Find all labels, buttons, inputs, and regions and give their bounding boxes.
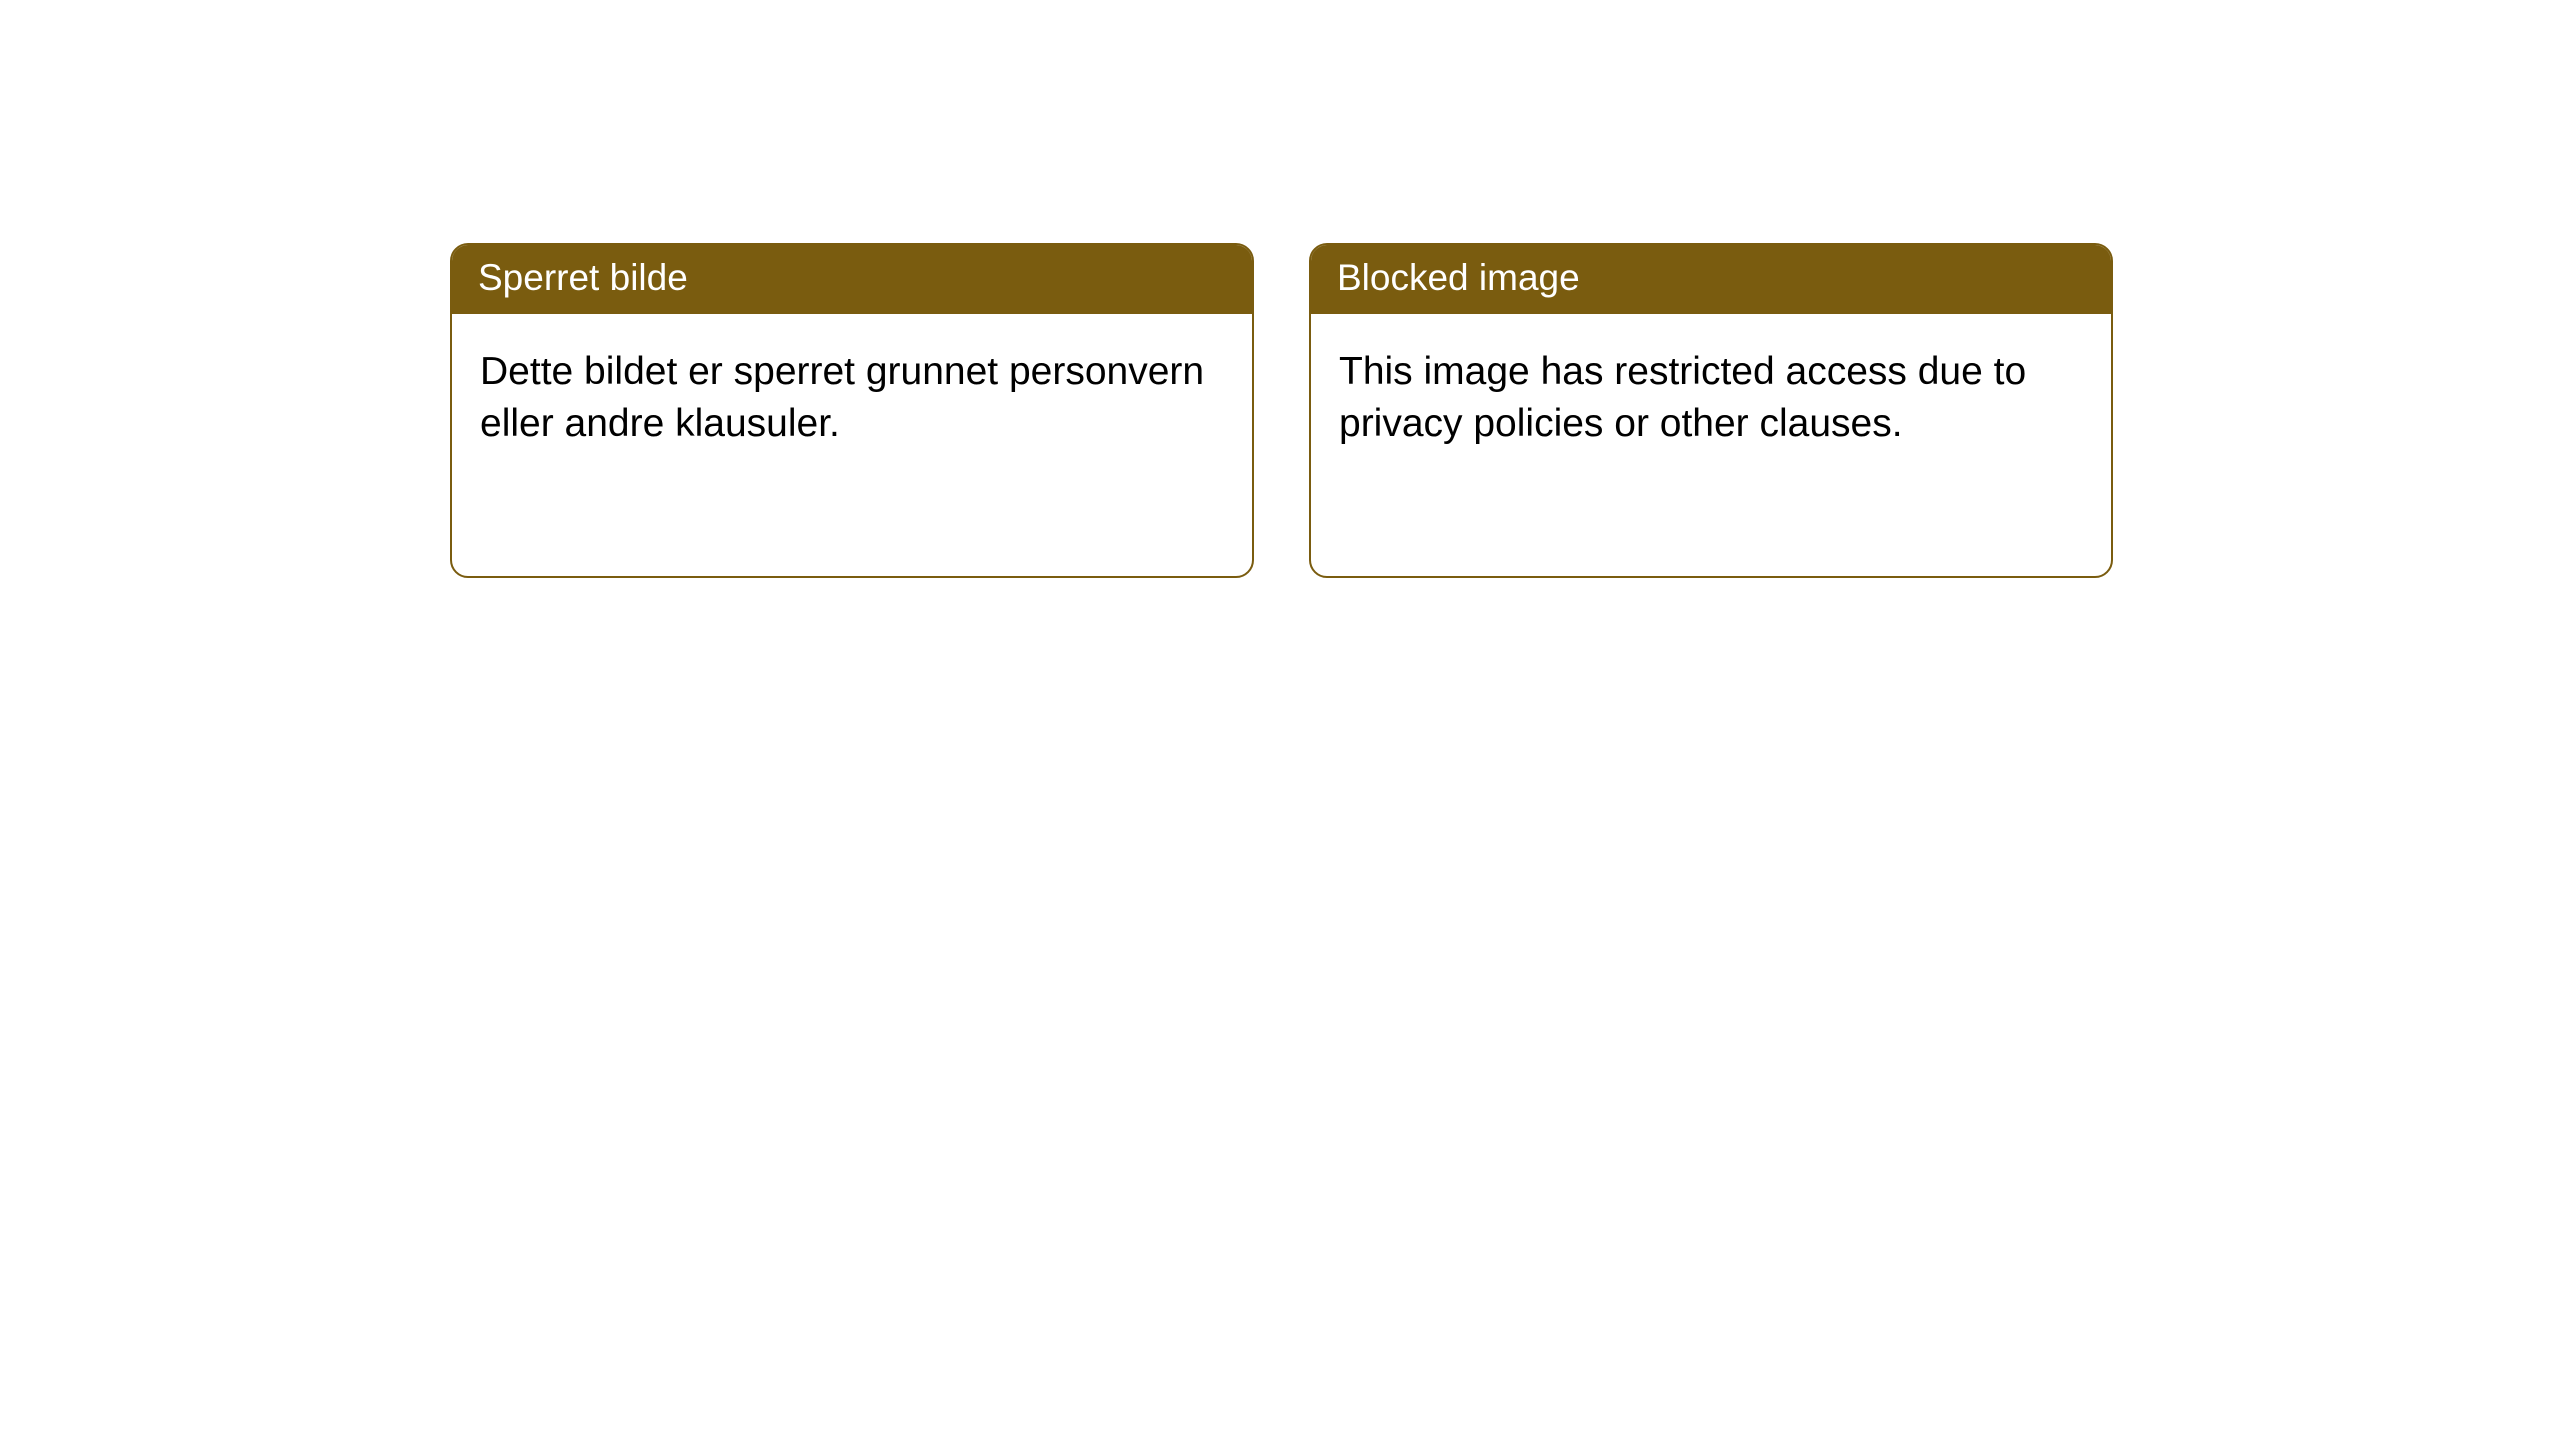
card-body-text: Dette bildet er sperret grunnet personve… [480, 350, 1204, 444]
card-body: Dette bildet er sperret grunnet personve… [452, 314, 1252, 481]
card-body: This image has restricted access due to … [1311, 314, 2111, 481]
card-title: Blocked image [1337, 257, 1580, 298]
card-body-text: This image has restricted access due to … [1339, 350, 2026, 444]
card-header: Blocked image [1311, 245, 2111, 314]
card-header: Sperret bilde [452, 245, 1252, 314]
blocked-image-card-en: Blocked image This image has restricted … [1309, 243, 2113, 578]
card-title: Sperret bilde [478, 257, 688, 298]
card-container: Sperret bilde Dette bildet er sperret gr… [450, 243, 2113, 578]
blocked-image-card-no: Sperret bilde Dette bildet er sperret gr… [450, 243, 1254, 578]
